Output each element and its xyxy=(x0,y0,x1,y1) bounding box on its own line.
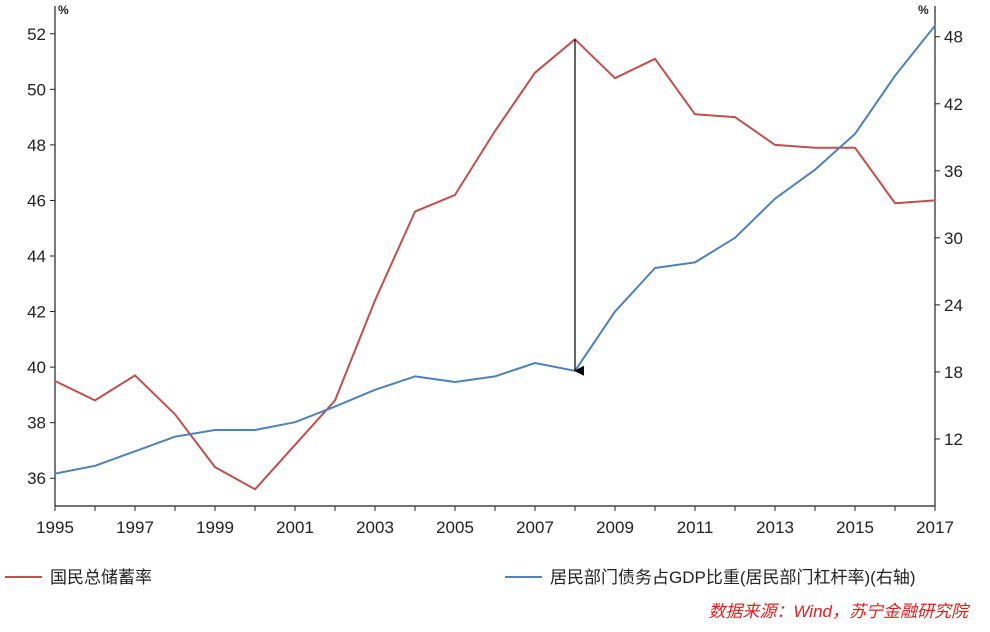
data-point-household-leverage xyxy=(734,237,736,239)
data-point-household-leverage xyxy=(654,267,656,269)
data-point-savings-rate xyxy=(414,210,416,213)
left-tick-label: 52 xyxy=(27,25,46,44)
data-point-household-leverage xyxy=(214,429,216,431)
data-point-savings-rate xyxy=(334,399,336,402)
data-point-savings-rate xyxy=(814,146,816,149)
data-point-savings-rate xyxy=(894,202,896,205)
x-tick-label: 2013 xyxy=(756,518,794,537)
x-tick-label: 2015 xyxy=(836,518,874,537)
data-point-household-leverage xyxy=(694,261,696,264)
data-point-household-leverage xyxy=(534,362,536,364)
left-tick-label: 40 xyxy=(27,358,46,377)
data-point-savings-rate xyxy=(214,466,216,468)
data-point-savings-rate xyxy=(854,146,856,149)
right-tick-label: 48 xyxy=(944,28,963,47)
data-point-household-leverage xyxy=(454,381,456,383)
data-point-household-leverage xyxy=(94,464,96,467)
left-tick-label: 50 xyxy=(27,80,46,99)
left-tick-label: 48 xyxy=(27,136,46,155)
data-point-household-leverage xyxy=(854,133,856,135)
right-tick-label: 36 xyxy=(944,162,963,181)
series-layer xyxy=(54,24,936,491)
x-tick-label: 1997 xyxy=(116,518,154,537)
x-tick-label: 2005 xyxy=(436,518,474,537)
data-point-household-leverage xyxy=(334,405,336,408)
source-note: 数据来源：Wind，苏宁金融研究院 xyxy=(708,602,971,621)
left-axis-unit: % xyxy=(58,3,69,17)
data-point-savings-rate xyxy=(94,399,96,402)
data-point-savings-rate xyxy=(134,374,136,377)
data-point-savings-rate xyxy=(494,130,496,132)
legend-label-household-leverage: 居民部门债务占GDP比重(居民部门杠杆率)(右轴) xyxy=(550,568,915,587)
right-tick-label: 42 xyxy=(944,95,963,114)
x-tick-label: 2001 xyxy=(276,518,314,537)
data-point-household-leverage xyxy=(294,421,296,424)
left-tick-label: 36 xyxy=(27,469,46,488)
data-point-savings-rate xyxy=(54,380,56,382)
data-point-savings-rate xyxy=(694,113,696,116)
right-axis-ticks: 12 18 24 30 36 42 48 xyxy=(935,28,963,449)
x-tick-label: 1999 xyxy=(196,518,234,537)
data-point-savings-rate xyxy=(614,77,616,80)
x-tick-label: 2009 xyxy=(596,518,634,537)
series-line-household-leverage xyxy=(54,24,936,475)
data-point-household-leverage xyxy=(254,429,256,431)
data-point-household-leverage xyxy=(414,375,416,378)
data-point-savings-rate xyxy=(294,444,296,446)
data-point-household-leverage xyxy=(134,450,136,453)
legend-label-savings-rate: 国民总储蓄率 xyxy=(50,568,152,587)
series-line-savings-rate xyxy=(54,38,936,491)
left-tick-label: 42 xyxy=(27,303,46,322)
right-tick-label: 12 xyxy=(944,430,963,449)
left-tick-label: 38 xyxy=(27,414,46,433)
x-tick-label: 2003 xyxy=(356,518,394,537)
data-point-household-leverage xyxy=(54,472,56,475)
data-point-household-leverage xyxy=(894,75,896,77)
data-point-household-leverage xyxy=(174,435,176,438)
right-tick-label: 24 xyxy=(944,296,963,315)
x-axis-ticks: 1995 1997 1999 2001 2003 2005 2007 2009 2011 2013… xyxy=(36,506,954,537)
data-point-household-leverage xyxy=(494,375,496,378)
data-point-savings-rate xyxy=(254,488,256,491)
data-point-savings-rate xyxy=(374,299,376,302)
x-tick-label: 2017 xyxy=(916,518,954,537)
data-point-savings-rate xyxy=(534,71,536,74)
data-point-household-leverage xyxy=(374,388,376,391)
data-point-savings-rate xyxy=(774,144,776,146)
data-point-household-leverage xyxy=(774,197,776,200)
left-tick-label: 46 xyxy=(27,191,46,210)
left-axis-ticks: 36 38 40 42 44 46 48 50 52 xyxy=(27,25,55,488)
x-tick-label: 2011 xyxy=(677,518,714,537)
right-axis-unit: % xyxy=(918,3,929,17)
right-tick-label: 30 xyxy=(944,229,963,248)
x-tick-label: 2007 xyxy=(516,518,554,537)
left-tick-label: 44 xyxy=(27,247,46,266)
data-point-household-leverage xyxy=(814,168,816,171)
data-point-household-leverage xyxy=(614,310,616,313)
legend: 国民总储蓄率 居民部门债务占GDP比重(居民部门杠杆率)(右轴) xyxy=(5,568,915,587)
data-point-household-leverage xyxy=(934,24,936,27)
data-point-savings-rate xyxy=(454,194,456,196)
x-tick-label: 1995 xyxy=(36,518,74,537)
data-point-savings-rate xyxy=(174,413,176,416)
data-point-savings-rate xyxy=(734,116,736,118)
right-tick-label: 18 xyxy=(944,363,963,382)
data-point-savings-rate xyxy=(654,57,656,60)
data-point-savings-rate xyxy=(934,199,936,202)
